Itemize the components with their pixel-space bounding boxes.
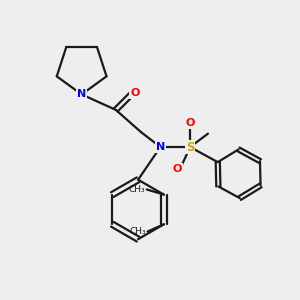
Text: O: O xyxy=(185,118,195,128)
Text: O: O xyxy=(130,88,140,98)
Text: O: O xyxy=(173,164,182,174)
Text: CH₃: CH₃ xyxy=(129,185,145,194)
Text: S: S xyxy=(186,140,194,154)
Text: N: N xyxy=(156,142,165,152)
Text: CH₃: CH₃ xyxy=(129,227,146,236)
Text: N: N xyxy=(77,89,86,99)
